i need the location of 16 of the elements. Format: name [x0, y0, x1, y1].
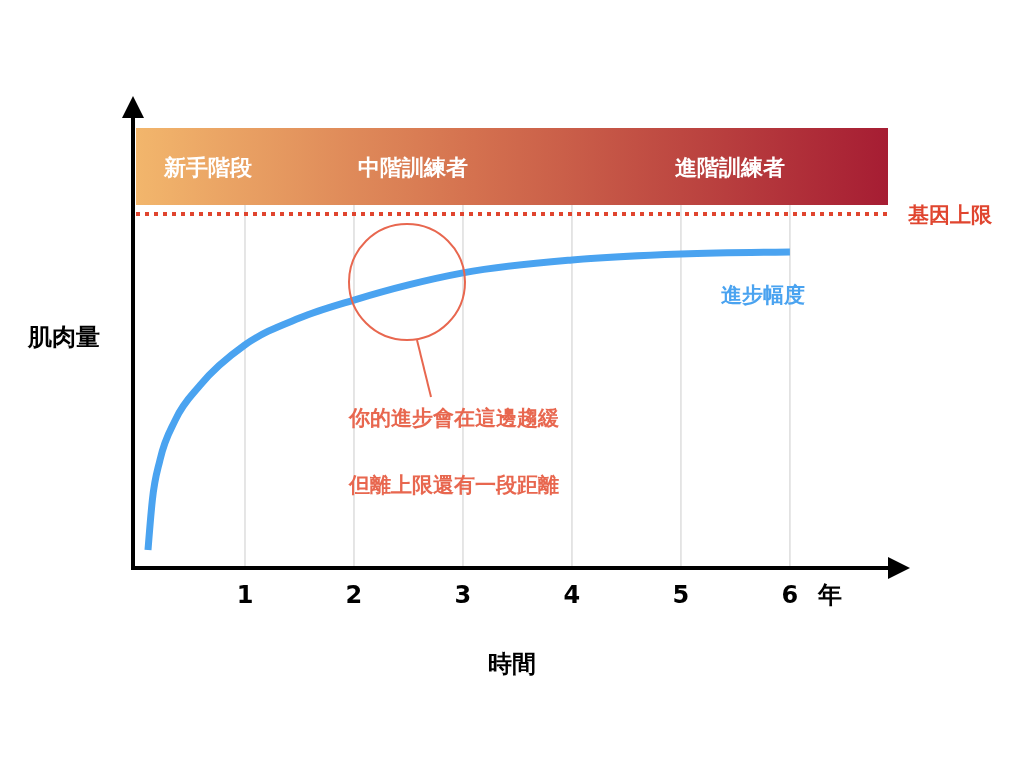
ref-line-label: 基因上限 — [907, 203, 993, 228]
x-tick-label: 3 — [454, 581, 472, 609]
x-axis-title: 時間 — [488, 650, 536, 678]
x-tick-label: 2 — [345, 581, 363, 609]
text: 新手階段 — [163, 155, 253, 180]
x-tick-label: 1 — [236, 581, 254, 609]
annotation: 但離上限還有一段距離 — [348, 473, 559, 497]
text: 進階訓練者 — [675, 155, 785, 180]
x-tick-label: 4 — [563, 581, 581, 609]
text: 中階訓練者 — [358, 155, 468, 180]
annotation: 你的進步會在這邊趨緩 — [348, 406, 559, 430]
x-tick-label: 6 — [781, 581, 799, 609]
text: 年 — [817, 581, 842, 609]
series-label: 進步幅度 — [720, 283, 805, 307]
y-axis-title: 肌肉量 — [27, 323, 100, 351]
x-tick-label: 5 — [672, 581, 690, 609]
